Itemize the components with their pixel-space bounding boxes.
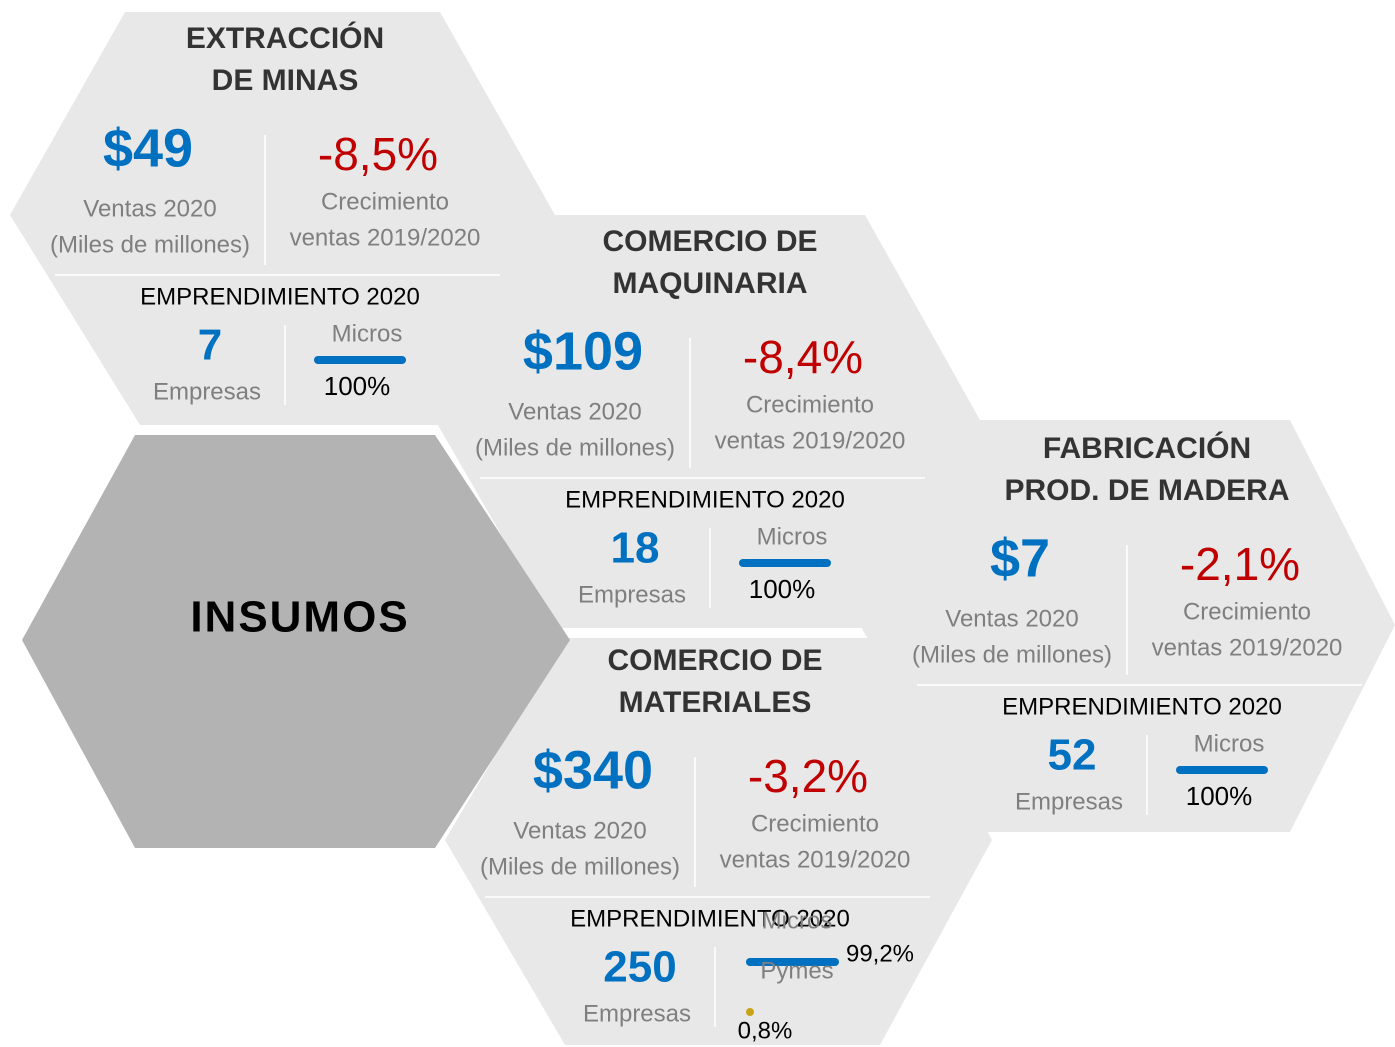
sales-label: Ventas 2020 <box>945 605 1078 632</box>
company-label: Empresas <box>1015 788 1123 815</box>
sector-title: COMERCIO DE <box>607 644 822 677</box>
section-label: EMPRENDIMIENTO 2020 <box>1002 693 1282 720</box>
sales-value: $49 <box>103 118 193 178</box>
hexagon <box>435 215 980 628</box>
company-count: 7 <box>198 321 222 370</box>
company-count: 250 <box>603 943 676 992</box>
segment-name: Micros <box>332 320 403 347</box>
company-label: Empresas <box>583 1000 691 1027</box>
sector-title: EXTRACCIÓN <box>186 21 384 55</box>
growth-value: -8,4% <box>743 331 863 383</box>
segment-share: 100% <box>324 371 391 401</box>
sales-value: $7 <box>990 528 1050 588</box>
sales-label: Ventas 2020 <box>83 195 216 222</box>
growth-value: -2,1% <box>1180 538 1300 590</box>
sector-title: COMERCIO DE <box>602 225 817 258</box>
company-label: Empresas <box>153 378 261 405</box>
sales-label: (Miles de millones) <box>480 853 680 880</box>
segment-share: 100% <box>749 574 816 604</box>
sector-title: FABRICACIÓN <box>1043 431 1251 465</box>
center-label: INSUMOS <box>190 593 409 642</box>
growth-value: -3,2% <box>748 750 868 802</box>
growth-label: Crecimiento <box>746 391 874 418</box>
section-label: EMPRENDIMIENTO 2020 <box>565 486 845 513</box>
growth-label: ventas 2019/2020 <box>720 846 911 873</box>
growth-label: Crecimiento <box>321 188 449 215</box>
segment-share: 99,2% <box>846 940 914 967</box>
section-label: EMPRENDIMIENTO 2020 <box>140 283 420 310</box>
segment-share: 100% <box>1186 781 1253 811</box>
sector-title: MAQUINARIA <box>613 267 808 300</box>
sector-title: MATERIALES <box>619 686 812 719</box>
segment-name: Micros <box>1194 730 1265 757</box>
sales-label: Ventas 2020 <box>508 398 641 425</box>
growth-label: ventas 2019/2020 <box>1152 634 1343 661</box>
growth-label: Crecimiento <box>1183 598 1311 625</box>
sales-label: (Miles de millones) <box>912 641 1112 668</box>
center-hexagon <box>22 435 570 848</box>
segment-name: Micros <box>757 523 828 550</box>
company-count: 52 <box>1048 731 1097 780</box>
sales-value: $109 <box>523 321 643 381</box>
segment-share: 0,8% <box>738 1017 793 1044</box>
growth-label: Crecimiento <box>751 810 879 837</box>
segment-name: Pymes <box>760 957 833 984</box>
sales-value: $340 <box>533 740 653 800</box>
segment-name: Micros <box>762 907 833 934</box>
sales-label: (Miles de millones) <box>50 231 250 258</box>
company-label: Empresas <box>578 581 686 608</box>
hexagon <box>10 12 555 425</box>
growth-label: ventas 2019/2020 <box>715 427 906 454</box>
hexagon <box>445 638 992 1045</box>
sales-label: Ventas 2020 <box>513 817 646 844</box>
growth-label: ventas 2019/2020 <box>290 224 481 251</box>
sector-title: DE MINAS <box>212 64 359 97</box>
sales-label: (Miles de millones) <box>475 434 675 461</box>
growth-value: -8,5% <box>318 128 438 180</box>
section-label: EMPRENDIMIENTO 2020 <box>570 905 850 932</box>
company-count: 18 <box>611 524 660 573</box>
sector-title: PROD. DE MADERA <box>1004 474 1289 507</box>
